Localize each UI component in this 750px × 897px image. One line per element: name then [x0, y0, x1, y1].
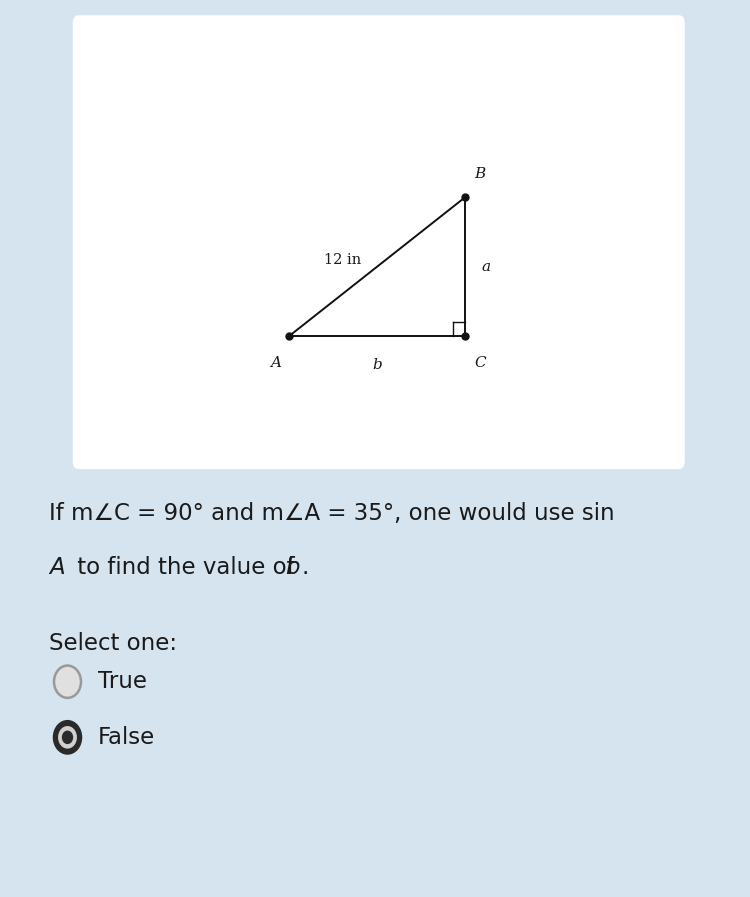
Text: A: A — [270, 356, 280, 370]
Text: 12 in: 12 in — [325, 253, 362, 266]
Text: A: A — [49, 556, 64, 579]
Text: .: . — [302, 556, 309, 579]
Circle shape — [54, 666, 81, 698]
Circle shape — [62, 730, 74, 745]
Text: True: True — [98, 670, 146, 693]
Circle shape — [54, 721, 81, 753]
Circle shape — [58, 726, 77, 749]
Text: False: False — [98, 726, 154, 749]
Text: B: B — [474, 167, 486, 181]
Text: C: C — [474, 356, 486, 370]
Text: b: b — [285, 556, 299, 579]
Text: a: a — [482, 260, 490, 274]
Text: Select one:: Select one: — [49, 632, 177, 656]
FancyBboxPatch shape — [73, 15, 685, 469]
Text: to find the value of: to find the value of — [70, 556, 302, 579]
Text: b: b — [372, 358, 382, 372]
Text: If m∠C = 90° and m∠A = 35°, one would use sin: If m∠C = 90° and m∠A = 35°, one would us… — [49, 502, 614, 526]
